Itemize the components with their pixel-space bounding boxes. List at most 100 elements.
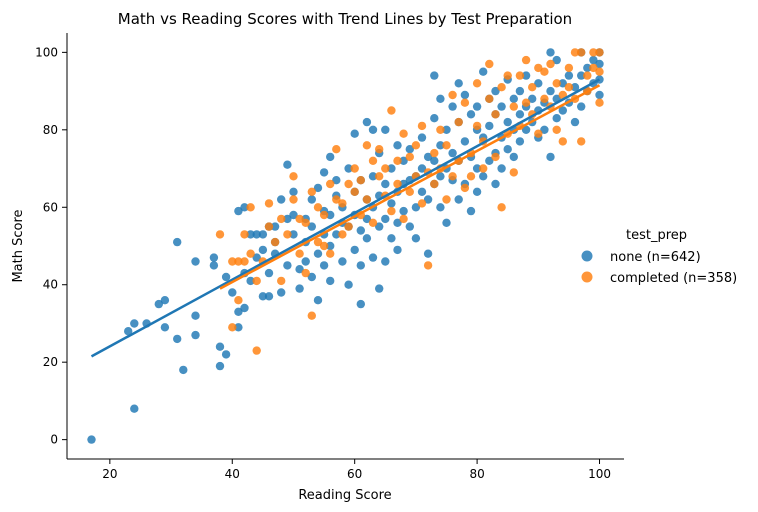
data-point (319, 210, 329, 220)
data-point (252, 253, 261, 262)
data-point (417, 187, 427, 196)
data-point (246, 276, 255, 286)
data-point (301, 268, 310, 278)
data-point (289, 210, 298, 220)
legend-marker-none (581, 250, 593, 262)
data-point (411, 141, 421, 150)
data-point (362, 117, 372, 127)
data-point (570, 83, 580, 92)
data-point (583, 63, 592, 73)
data-point (130, 404, 139, 413)
data-point (509, 102, 518, 111)
trend-line-1 (219, 84, 601, 290)
data-point (356, 261, 365, 270)
trend-line-0 (90, 78, 601, 358)
data-point (436, 172, 445, 181)
data-point (344, 222, 353, 231)
data-point (270, 222, 280, 231)
data-point (466, 110, 476, 119)
data-point (436, 94, 445, 104)
data-point (393, 179, 402, 189)
data-point (313, 249, 323, 258)
data-point (240, 230, 249, 239)
data-point (564, 63, 574, 73)
data-point (472, 121, 482, 131)
data-point (485, 156, 494, 165)
data-point (270, 237, 280, 247)
data-point (491, 110, 500, 119)
y-axis-label: Math Score (11, 209, 26, 282)
data-point (375, 145, 384, 154)
data-point (124, 327, 133, 336)
x-tick-label: 60 (347, 467, 362, 481)
legend-label-none: none (n=642) (610, 250, 701, 265)
data-point (485, 121, 494, 131)
data-point (368, 156, 378, 165)
data-point (564, 71, 574, 80)
data-point (258, 230, 268, 239)
data-point (485, 94, 494, 104)
data-point (405, 187, 414, 196)
data-point (160, 296, 170, 305)
data-point (283, 160, 292, 169)
data-point (411, 234, 421, 243)
data-point (234, 257, 243, 266)
data-point (436, 125, 445, 134)
data-point (234, 307, 243, 316)
x-tick-label: 40 (225, 467, 240, 481)
data-point (356, 226, 365, 235)
data-point (387, 164, 396, 173)
data-point (534, 129, 543, 138)
data-point (509, 94, 518, 104)
data-point (589, 55, 598, 65)
data-point (399, 129, 408, 138)
data-point (595, 90, 604, 100)
data-point (381, 125, 390, 134)
data-point (228, 257, 237, 266)
data-point (448, 148, 457, 158)
data-point (350, 245, 359, 255)
data-point (497, 203, 506, 212)
data-point (362, 214, 372, 224)
data-point (570, 117, 580, 127)
data-point (179, 365, 188, 375)
legend: test_prep none (n=642) completed (n=358) (581, 228, 737, 286)
data-point (491, 179, 500, 189)
data-point (301, 218, 310, 227)
data-point (497, 83, 506, 92)
data-point (264, 268, 274, 278)
data-point (454, 195, 463, 204)
data-point (387, 106, 396, 115)
data-point (258, 245, 268, 255)
x-axis-label: Reading Score (298, 488, 391, 503)
data-point (595, 98, 604, 107)
data-point (595, 48, 604, 57)
data-point (362, 141, 372, 150)
data-point (528, 83, 537, 92)
data-point (485, 59, 494, 69)
data-point (399, 156, 408, 165)
data-point (344, 280, 353, 289)
data-point (344, 179, 353, 189)
data-point (466, 206, 476, 216)
data-point (436, 141, 445, 150)
y-tick-label: 80 (43, 123, 58, 137)
series-1 (215, 48, 604, 355)
data-point (338, 230, 347, 239)
data-point (160, 323, 170, 332)
data-point (319, 168, 329, 177)
data-point (215, 230, 225, 239)
data-point (326, 210, 335, 220)
data-point (209, 261, 219, 270)
y-ticks: 0 20 40 60 80 100 (35, 45, 67, 447)
data-point (423, 249, 433, 258)
y-tick-label: 0 (50, 433, 58, 447)
data-point (277, 288, 286, 297)
data-point (583, 71, 592, 80)
data-point (417, 121, 427, 131)
legend-title: test_prep (626, 228, 687, 243)
data-point (264, 222, 274, 231)
data-point (326, 152, 335, 162)
x-tick-label: 80 (469, 467, 484, 481)
y-tick-label: 40 (43, 278, 58, 292)
